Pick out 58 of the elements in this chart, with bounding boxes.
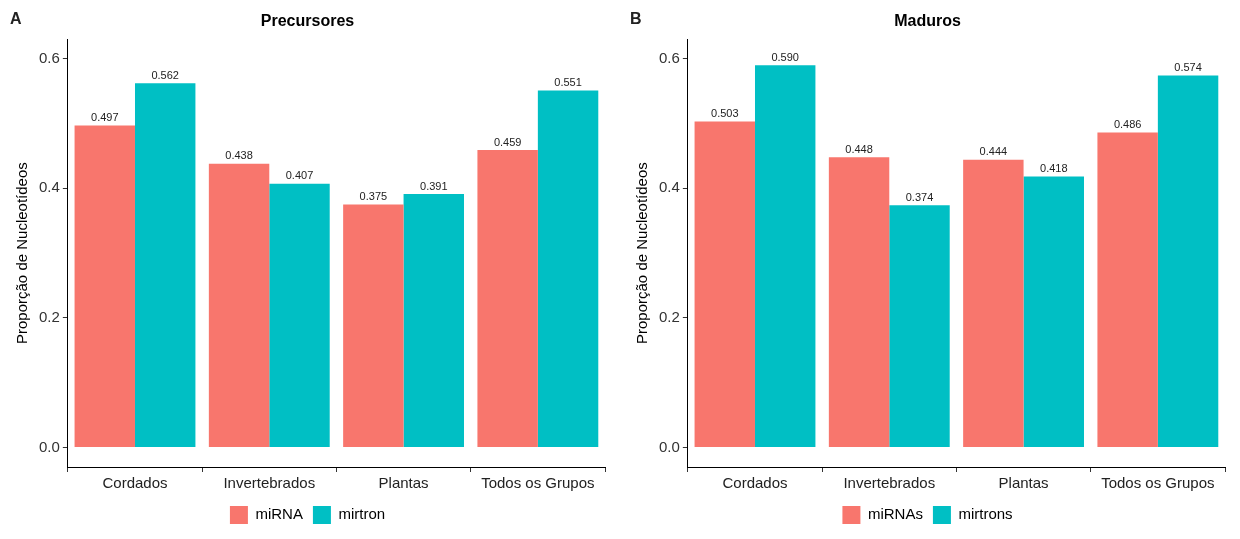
legend-label: miRNA [255,505,303,523]
bar [537,90,599,448]
x-tick-label: Todos os Grupos [1101,474,1215,492]
bar [963,159,1024,448]
legend-label: mirtrons [958,505,1013,523]
bar [755,65,816,448]
bar [828,157,890,448]
y-tick-label: 0.0 [38,437,60,455]
chart-title: Precursores [260,12,355,30]
data-label: 0.374 [905,190,934,203]
x-tick-label: Invertebrados [843,474,936,492]
bar [74,125,135,448]
text: B [630,10,642,28]
legend-label: miRNAs [867,505,923,523]
y-tick-label: 0.4 [658,178,680,196]
x-tick-label: Plantas [378,474,429,492]
bar [1157,75,1219,448]
data-label: 0.418 [1040,162,1068,175]
y-tick-label: 0.2 [38,308,60,326]
y-tick-label: 0.2 [658,308,680,326]
x-tick-label: Cordados [722,474,788,492]
x-tick-label: Plantas [998,474,1049,492]
data-label: 0.574 [1174,61,1202,74]
data-label: 0.497 [91,110,119,123]
bar [477,150,538,448]
bar [269,183,330,448]
data-label: 0.562 [151,68,179,81]
bar [343,204,404,448]
bar [889,205,950,448]
data-label: 0.590 [771,50,799,63]
data-label: 0.407 [285,169,314,182]
y-tick-label: 0.6 [658,48,680,66]
data-label: 0.444 [979,145,1008,158]
x-tick-label: Invertebrados [223,474,316,492]
y-tick-label: 0.4 [38,178,60,196]
y-tick-label: 0.0 [658,437,680,455]
bar [208,163,270,448]
x-tick-label: Todos os Grupos [481,474,595,492]
text: A [10,10,22,28]
legend-label: mirtron [338,505,386,523]
data-label: 0.551 [554,75,582,88]
data-label: 0.438 [225,149,253,162]
data-label: 0.486 [1113,118,1142,131]
bar [1023,176,1084,448]
bar [135,83,196,448]
data-label: 0.459 [493,135,522,148]
y-axis-title: Proporção de Nucleotídeos [13,162,31,344]
y-axis-title: Proporção de Nucleotídeos [633,162,651,344]
data-label: 0.375 [359,190,388,203]
data-label: 0.391 [420,179,448,192]
data-label: 0.448 [845,142,873,155]
data-label: 0.503 [711,107,739,120]
y-tick-label: 0.6 [38,48,60,66]
bar [1097,132,1158,448]
chart-title: Maduros [894,12,961,30]
x-tick-label: Cordados [102,474,168,492]
bar [403,194,464,448]
bar [694,121,755,448]
